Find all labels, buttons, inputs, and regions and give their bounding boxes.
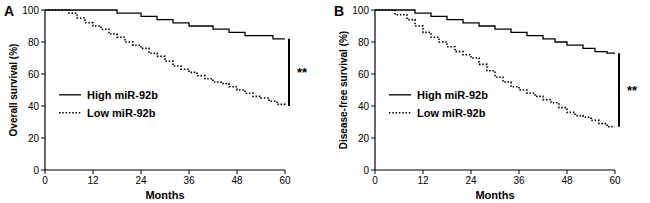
x-tick <box>141 170 142 174</box>
x-tick-label: 0 <box>42 175 48 186</box>
y-tick-label: 100 <box>22 5 39 16</box>
legend-label: High miR-92b <box>417 89 488 101</box>
x-tick-label: 0 <box>372 175 378 186</box>
survival-curve <box>375 10 615 127</box>
x-axis-label: Months <box>145 189 184 201</box>
y-tick <box>41 138 45 139</box>
legend-label: High miR-92b <box>87 89 158 101</box>
significance: ** <box>297 65 308 80</box>
x-tick <box>519 170 520 174</box>
x-tick <box>567 170 568 174</box>
x-tick-label: 24 <box>465 175 477 186</box>
y-tick-label: 40 <box>358 101 370 112</box>
x-tick <box>45 170 46 174</box>
x-tick-label: 24 <box>135 175 147 186</box>
legend-swatch <box>389 112 411 114</box>
y-axis-label: Overall survival (%) <box>8 44 19 137</box>
y-tick-label: 80 <box>28 37 40 48</box>
panel-label: A <box>4 3 14 19</box>
y-tick <box>41 170 45 171</box>
survival-curve <box>45 10 285 39</box>
y-tick <box>41 42 45 43</box>
x-tick-label: 48 <box>561 175 573 186</box>
y-tick-label: 100 <box>352 5 369 16</box>
x-tick <box>189 170 190 174</box>
y-tick <box>41 74 45 75</box>
y-tick-label: 0 <box>363 165 369 176</box>
y-tick <box>371 170 375 171</box>
x-tick-label: 12 <box>87 175 99 186</box>
legend-swatch <box>59 94 81 95</box>
y-tick-label: 40 <box>28 101 40 112</box>
y-tick-label: 60 <box>28 69 40 80</box>
x-axis <box>375 169 615 170</box>
x-axis-label: Months <box>475 189 514 201</box>
y-tick <box>371 10 375 11</box>
y-tick <box>41 106 45 107</box>
x-tick-label: 48 <box>231 175 243 186</box>
x-tick <box>615 170 616 174</box>
survival-curve <box>375 10 615 53</box>
x-tick-label: 60 <box>609 175 621 186</box>
x-tick <box>285 170 286 174</box>
x-tick <box>471 170 472 174</box>
x-tick <box>375 170 376 174</box>
x-axis <box>45 169 285 170</box>
y-axis-label: Disease-free survival (%) <box>338 31 349 149</box>
x-tick <box>237 170 238 174</box>
legend-label: Low miR-92b <box>87 107 156 119</box>
x-tick <box>93 170 94 174</box>
plot-area <box>375 10 615 127</box>
panel: A 0 20 40 60 80 100 0 12 24 36 48 60 Months Overall su… <box>4 3 308 201</box>
y-tick-label: 80 <box>358 37 370 48</box>
panel-label: B <box>334 3 344 19</box>
x-tick-label: 12 <box>417 175 429 186</box>
legend-label: Low miR-92b <box>417 107 486 119</box>
y-tick-label: 20 <box>358 133 370 144</box>
legend-swatch <box>389 94 411 95</box>
y-tick <box>371 138 375 139</box>
survival-curve <box>45 10 285 106</box>
y-tick-label: 0 <box>33 165 39 176</box>
y-tick <box>371 42 375 43</box>
comparison-bracket <box>618 53 620 127</box>
y-tick-label: 20 <box>28 133 40 144</box>
y-tick <box>371 74 375 75</box>
legend-swatch <box>59 112 81 114</box>
plot-area <box>45 10 285 106</box>
x-tick-label: 36 <box>183 175 195 186</box>
y-tick-label: 60 <box>358 69 370 80</box>
comparison-bracket <box>288 39 290 106</box>
y-axis <box>374 10 375 170</box>
y-axis <box>44 10 45 170</box>
significance: ** <box>627 83 638 98</box>
y-tick <box>41 10 45 11</box>
x-tick-label: 60 <box>279 175 291 186</box>
figure: A 0 20 40 60 80 100 0 12 24 36 48 60 Months Overall su… <box>0 0 650 203</box>
x-tick-label: 36 <box>513 175 525 186</box>
x-tick <box>423 170 424 174</box>
panel: B 0 20 40 60 80 100 0 12 24 36 48 60 Months Disease-fr… <box>334 3 638 201</box>
y-tick <box>371 106 375 107</box>
